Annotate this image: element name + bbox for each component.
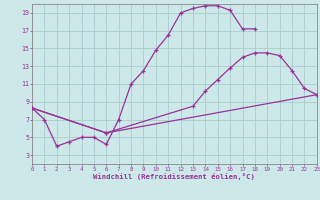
X-axis label: Windchill (Refroidissement éolien,°C): Windchill (Refroidissement éolien,°C) xyxy=(93,173,255,180)
